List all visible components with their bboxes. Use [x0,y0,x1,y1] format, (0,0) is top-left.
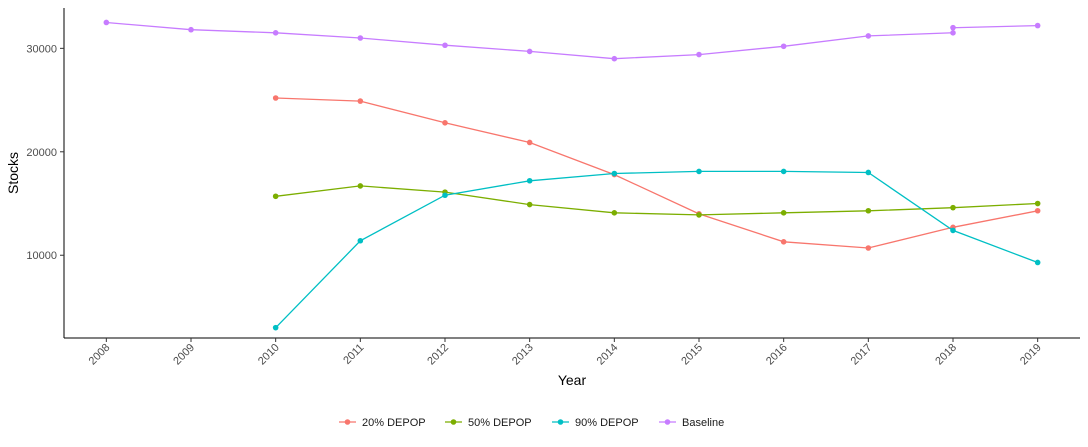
legend-item: 90% DEPOP [552,417,639,429]
x-tick-label: 2013 [510,342,536,368]
y-tick-label: 20000 [26,147,57,159]
x-tick-label: 2017 [849,342,875,368]
legend-key-point [344,419,351,425]
data-point [526,48,533,55]
data-point [357,98,364,104]
data-point [950,24,956,31]
legend-label: 50% DEPOP [468,417,532,429]
data-point [526,201,533,208]
data-point [696,51,702,58]
data-point [780,210,787,216]
data-point [442,120,448,126]
y-tick-label: 30000 [26,43,57,55]
data-point [865,245,872,251]
x-ticks: 2008 2009 2010 2011 2012 2013 2014 2015 2016 2017… [87,338,1044,367]
x-tick-label: 2009 [171,342,197,368]
data-point [442,192,448,199]
data-point [611,170,618,177]
data-point [103,19,110,26]
series-50-depop [272,183,1041,218]
axes [63,8,1080,339]
data-point [272,95,279,101]
x-tick-label: 2016 [764,342,790,368]
series-line [275,185,1038,216]
series-layer [103,19,1041,331]
data-point [780,238,787,245]
data-point [865,33,872,39]
data-point [526,139,533,146]
data-point [780,168,787,175]
legend-item: 50% DEPOP [445,417,532,429]
data-point [865,169,872,176]
y-ticks: 10000 20000 30000 [26,43,64,262]
data-point [1034,22,1041,29]
data-point [950,30,956,36]
legend-label: 20% DEPOP [362,417,426,429]
y-tick-label: 10000 [26,250,57,262]
series-line [106,21,1038,60]
x-tick-label: 2015 [679,342,705,368]
data-point [357,35,364,41]
data-point [950,227,956,234]
data-point [526,177,533,184]
legend-key-point [557,419,564,425]
series-20-depop [272,95,1041,251]
data-point [611,55,618,62]
x-tick-label: 2019 [1018,342,1044,368]
series-line [275,170,1038,329]
data-point [696,212,702,218]
data-point [272,193,279,200]
x-tick-label: 2012 [425,342,451,368]
y-axis-title: Stocks [5,152,21,194]
x-tick-label: 2011 [341,342,366,367]
data-point [865,207,872,214]
x-axis-title: Year [558,372,587,388]
legend-label: Baseline [682,417,724,429]
data-point [188,26,194,33]
data-point [442,42,448,49]
series-90-depop [272,168,1041,331]
x-tick-label: 2018 [933,342,959,368]
data-point [950,204,956,211]
series-line [275,97,1038,249]
x-tick-label: 2014 [595,342,621,368]
legend: 20% DEPOP 50% DEPOP 90% DEPOP Baseline [339,417,724,429]
data-point [1034,207,1041,214]
data-point [611,210,618,216]
data-point [696,168,702,175]
series-baseline [103,19,1041,62]
data-point [357,183,364,189]
x-tick-label: 2008 [87,342,113,368]
legend-key-point [664,419,671,425]
data-point [357,237,364,244]
x-tick-label: 2010 [256,342,282,368]
data-point [1034,200,1041,207]
data-point [780,43,787,50]
legend-item: Baseline [659,417,724,429]
legend-key-point [450,419,457,425]
legend-label: 90% DEPOP [575,417,639,429]
data-point [272,30,279,36]
data-point [272,324,279,331]
legend-item: 20% DEPOP [339,417,426,429]
data-point [1034,259,1041,266]
